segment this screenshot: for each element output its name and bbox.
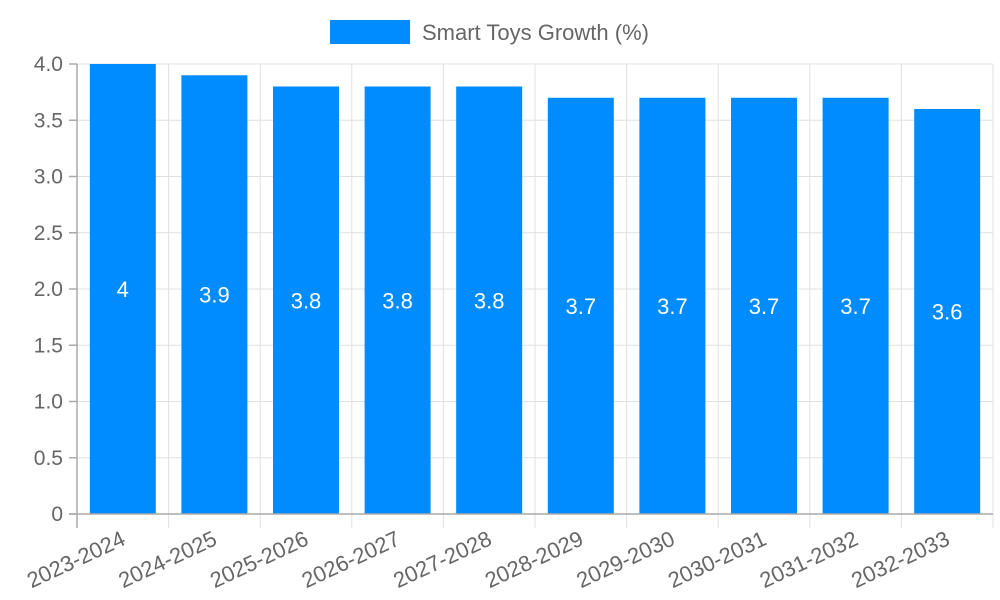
x-tick-label: 2025-2026 bbox=[206, 526, 312, 593]
data-label: 3.7 bbox=[657, 294, 688, 319]
bar bbox=[731, 97, 797, 514]
x-tick-label: 2028-2029 bbox=[481, 526, 587, 593]
bar bbox=[364, 86, 431, 514]
bar bbox=[89, 64, 156, 514]
y-tick-label: 4.0 bbox=[34, 53, 63, 76]
bar bbox=[456, 86, 523, 514]
data-label: 3.8 bbox=[291, 288, 322, 313]
x-tick-label: 2023-2024 bbox=[23, 526, 129, 593]
data-label: 4 bbox=[117, 277, 129, 302]
data-label: 3.8 bbox=[382, 288, 413, 313]
x-tick-label: 2027-2028 bbox=[389, 526, 495, 593]
bar bbox=[181, 75, 248, 514]
x-tick-label: 2029-2030 bbox=[573, 526, 679, 593]
data-label: 3.7 bbox=[566, 294, 597, 319]
bar bbox=[822, 97, 889, 514]
bar bbox=[639, 97, 706, 514]
legend[interactable]: Smart Toys Growth (%) bbox=[330, 20, 649, 45]
data-label: 3.8 bbox=[474, 288, 505, 313]
y-tick-label: 2.0 bbox=[34, 278, 63, 301]
y-tick-label: 1.0 bbox=[34, 391, 63, 414]
bar bbox=[547, 97, 614, 514]
bars: 4 3.9 3.8 3.8 3.8 3.7 3.7 3.7 3.7 3.6 bbox=[89, 64, 981, 514]
data-label: 3.7 bbox=[749, 294, 780, 319]
y-tick-label: 2.5 bbox=[34, 222, 63, 245]
y-tick-label: 3.5 bbox=[34, 109, 63, 132]
bar bbox=[914, 109, 981, 514]
legend-label: Smart Toys Growth (%) bbox=[422, 20, 649, 45]
x-tick-label: 2031-2032 bbox=[756, 526, 862, 593]
data-label: 3.7 bbox=[840, 294, 871, 319]
data-label: 3.9 bbox=[199, 283, 230, 308]
y-tick-label: 3.0 bbox=[34, 166, 63, 189]
x-tick-label: 2024-2025 bbox=[115, 526, 221, 593]
y-tick-label: 0.5 bbox=[34, 447, 63, 470]
y-tick-label: 0 bbox=[51, 503, 63, 526]
x-tick-label: 2030-2031 bbox=[664, 526, 770, 593]
bar bbox=[273, 86, 339, 514]
x-tick-label: 2032-2033 bbox=[847, 526, 953, 593]
legend-swatch bbox=[330, 20, 410, 44]
data-label: 3.6 bbox=[932, 300, 963, 325]
x-tick-label: 2026-2027 bbox=[298, 526, 404, 593]
y-tick-label: 1.5 bbox=[34, 334, 63, 357]
